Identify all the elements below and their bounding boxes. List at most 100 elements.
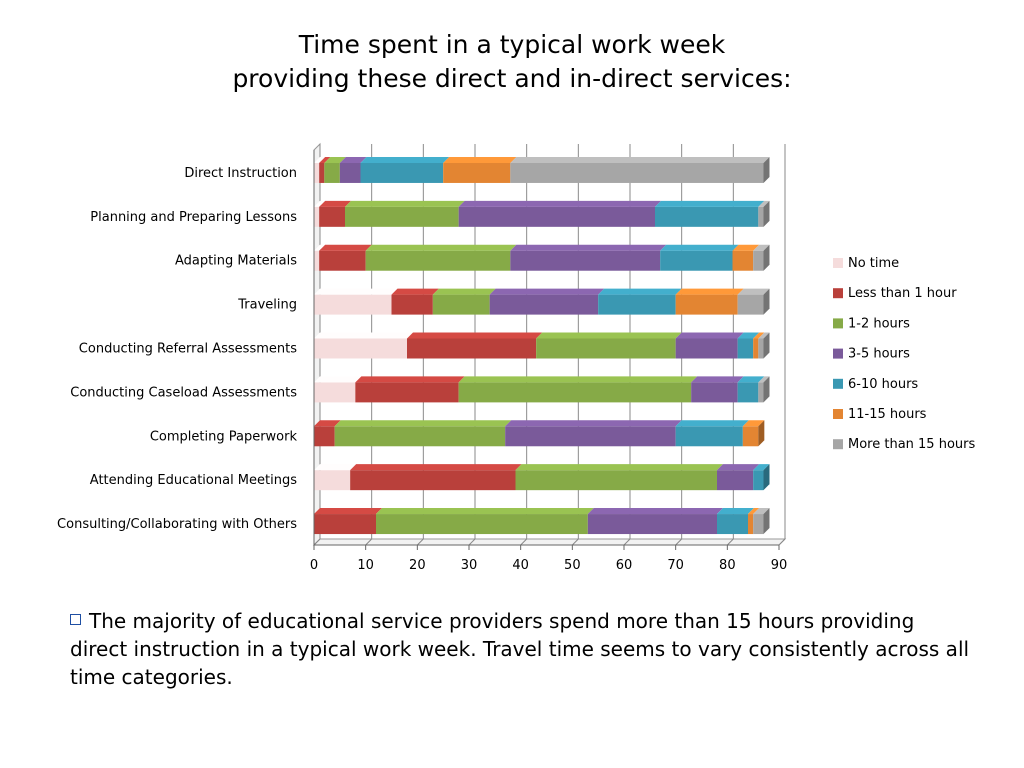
bar-segment-top [660,244,739,251]
bar-segment-top [324,156,346,163]
category-label: Conducting Referral Assessments [79,342,297,357]
legend-swatch [833,409,843,419]
bar-end-cap [763,156,770,183]
bar-segment [319,250,366,271]
bar-segment [345,206,459,227]
bar-segment-top [737,376,765,383]
x-tick-label: 80 [719,558,736,573]
bar-segment [319,206,345,227]
bar-segment [314,206,320,227]
bar-segment-top [748,508,760,515]
stacked-bar-chart: 0 10 20 30 40 50 60 70 80 90 Direct Instruction Pla… [57,142,975,573]
title-line-2: providing these direct and in-direct ser… [232,64,792,93]
bar-segment [376,514,588,535]
bar-segment [598,294,676,315]
bar-segment [314,382,356,403]
bar-end-cap [763,200,770,227]
bar-segment [753,470,764,491]
x-tick-label: 0 [310,558,318,573]
bar-segment [489,294,599,315]
bar-segment-top [458,376,698,383]
bar-segment [314,514,376,535]
bar-segment [510,250,661,271]
bar-end-cap [763,464,770,491]
bar-segment [675,426,743,447]
bar-segment-top [407,332,543,339]
bar-segment-top [510,244,667,251]
floor-wall [312,538,787,546]
bar-segment [587,514,717,535]
x-tick-label: 50 [564,558,581,573]
bar-segment [515,470,717,491]
bar-segment [314,250,320,271]
bar-segment [319,162,325,183]
bar-segment-top [319,200,351,207]
bar-segment-top [350,464,522,471]
bar-segment [536,338,676,359]
legend-label: No time [848,256,899,271]
category-label: Completing Paperwork [150,429,298,444]
category-label: Consulting/Collaborating with Others [57,517,297,532]
bar-segment [407,338,537,359]
bar-segment-top [365,244,517,251]
bar-segment-top [319,244,372,251]
legend-layer: No time Less than 1 hour 1-2 hours 3-5 hour… [833,256,975,452]
bar-segment [334,426,506,447]
bar-segment-top [598,288,682,295]
category-label: Planning and Preparing Lessons [90,210,297,225]
gridline-floor [313,538,321,546]
legend-label: 11-15 hours [848,407,927,422]
bar-segment [314,426,335,447]
bar-segment-top [505,420,682,427]
bar-segment [660,250,733,271]
bar-segment-top [675,332,744,339]
title-line-1: Time spent in a typical work week [298,30,726,59]
x-tick-label: 60 [616,558,633,573]
bar-segment [458,382,692,403]
bar-segment-top [355,376,465,383]
bar-segment [753,250,764,271]
bar-segment [737,294,764,315]
bar-segment-top [314,376,362,383]
bar-segment [758,206,764,227]
legend-label: 3-5 hours [848,347,910,362]
bar-end-cap [763,508,770,535]
bar-segment [360,162,444,183]
bar-segment [432,294,490,315]
legend-label: 6-10 hours [848,377,918,392]
legend-swatch [833,439,843,450]
axis-layer: 0 10 20 30 40 50 60 70 80 90 Direct Instruction Pla… [57,150,787,573]
category-label: Conducting Caseload Assessments [70,385,297,400]
bar-segment-top [314,288,398,295]
bar-segment [365,250,511,271]
category-label: Traveling [237,298,297,313]
bullet-icon [70,614,81,625]
slide-title: Time spent in a typical work week provid… [0,28,1024,96]
bar-segment-top [314,156,326,163]
bar-segment [458,206,655,227]
bar-segment [732,250,754,271]
x-tick-label: 30 [461,558,478,573]
gridline-floor [365,538,373,546]
bar-segment-top [443,156,517,163]
legend-swatch [833,348,843,359]
bar-segment [737,382,759,403]
bar-end-cap [758,420,765,447]
bar-segment [510,162,764,183]
category-label: Direct Instruction [184,166,297,181]
bar-segment-top [753,464,770,471]
bar-segment-top [675,420,749,427]
bar-segment [314,470,351,491]
gridline-floor [416,538,424,546]
bar-segment-top [345,200,465,207]
bar-segment-top [732,244,760,251]
bar-segment-top [489,288,605,295]
bar-segment [505,426,676,447]
gridline-floor [778,538,786,546]
bar-segment-top [314,332,413,339]
legend-swatch [833,288,843,299]
bar-segment-top [753,332,765,339]
bar-end-cap [763,376,770,403]
bar-segment [691,382,738,403]
bar-segment-top [458,200,661,207]
